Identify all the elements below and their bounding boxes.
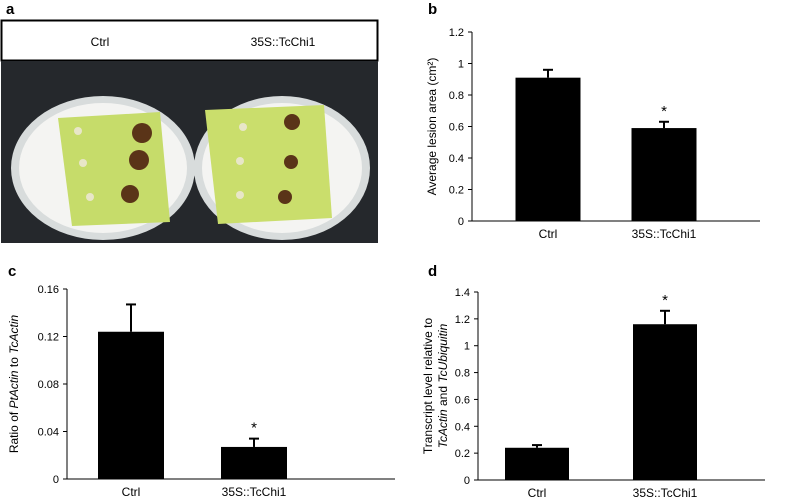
y-tick-label: 1 [458,59,464,71]
y-tick-label: 0.8 [455,368,470,380]
column-label: Ctrl [91,35,110,49]
y-tick-label: 0.04 [38,427,59,439]
bar [505,447,569,480]
leaf [205,105,332,224]
y-tick-label: 0.4 [449,153,464,165]
lesions [121,114,300,204]
panel-label: a [6,1,15,18]
bar [515,77,581,221]
annotation: * [251,420,257,437]
y-tick-label: 1.2 [455,314,470,326]
y-axis-label-part: TcActin [436,409,450,448]
y-axis-label-part: Transcript level relative to [421,318,435,455]
y-tick-label: 0.6 [455,394,470,406]
bar [221,446,287,479]
x-tick-label: Ctrl [122,485,141,499]
x-tick-label: 35S::TcChi1 [632,227,697,241]
y-tick-label: 0.2 [449,185,464,197]
x-tick-label: Ctrl [528,486,547,500]
y-axis-label-part: PtActin [7,370,21,408]
y-axis-label: Average lesion area (cm²) [425,58,439,196]
y-tick-label: 0.2 [455,448,470,460]
bar [631,128,697,221]
y-tick-label: 1.2 [449,27,464,39]
y-axis-label: TcActin and TcUbiquitin [436,323,450,448]
annotation: * [661,103,667,120]
column-label: 35S::TcChi1 [251,35,316,49]
y-axis-label-part: to [7,354,21,371]
inoculation-spots [74,123,247,201]
y-axis-label: Ratio of PtActin to TcActin [7,315,21,454]
panel-label: c [8,263,16,280]
y-tick-label: 0.8 [449,90,464,102]
x-tick-label: 35S::TcChi1 [222,485,287,499]
y-tick-label: 1 [464,341,470,353]
y-tick-label: 0 [458,216,464,228]
y-tick-label: 0.6 [449,122,464,134]
header-box [0,19,379,62]
y-tick-label: 0.08 [38,379,59,391]
annotation: * [662,292,668,309]
x-tick-label: Ctrl [539,227,558,241]
y-axis-label-part: Ratio of [7,408,21,453]
panel-a: a Ctrl 35S::TcChi1 [0,1,379,243]
y-tick-label: 0.12 [38,332,59,344]
y-tick-label: 0.16 [38,284,59,296]
y-axis-label-part: TcUbiquitin [436,323,450,382]
y-tick-label: 0 [464,475,470,487]
y-axis-label: Transcript level relative to [421,318,435,455]
x-tick-label: 35S::TcChi1 [633,486,698,500]
panel-label: d [428,263,437,280]
y-axis-label-part: TcActin [7,315,21,354]
bar [633,324,697,480]
y-tick-label: 0.4 [455,421,470,433]
y-tick-label: 0 [53,474,59,486]
y-tick-label: 1.4 [455,287,470,299]
bar [98,331,164,479]
panel-label: b [428,1,437,18]
y-axis-label-part: Average lesion area (cm²) [425,58,439,196]
y-axis-label-part: and [436,383,450,410]
